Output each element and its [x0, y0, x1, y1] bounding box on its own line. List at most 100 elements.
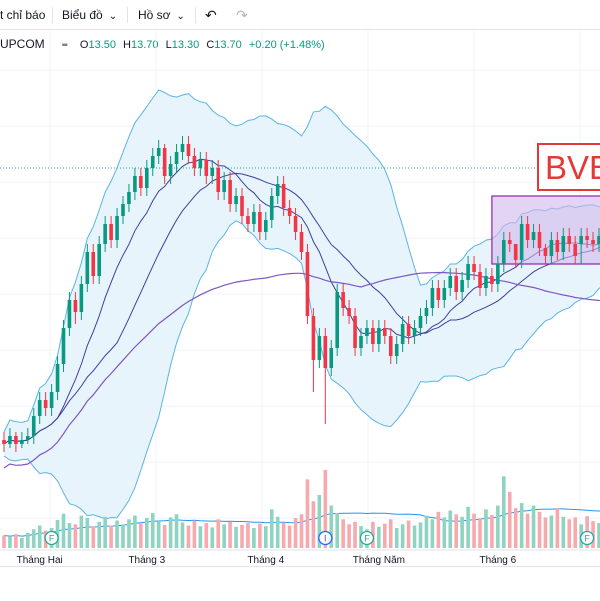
volume-bar — [436, 511, 441, 548]
candle-body — [275, 184, 280, 196]
change-value: +0.20 (+1.48%) — [248, 39, 325, 51]
candle-body — [365, 328, 369, 336]
volume-bar — [222, 524, 226, 548]
price-chart[interactable]: F I F F Tháng Hai Tháng 3 Tháng 4 Tháng Năm Thán… — [0, 30, 600, 566]
volume-bar — [79, 515, 84, 548]
candle-body — [377, 328, 381, 344]
volume-bar — [252, 528, 256, 548]
volume-bar — [287, 525, 292, 548]
candle-body — [79, 284, 84, 312]
volume-bar — [460, 516, 464, 548]
candle-body — [216, 168, 220, 192]
candle-body — [394, 344, 399, 356]
volume-bar — [317, 494, 322, 548]
candle-body — [537, 232, 542, 248]
volume-bar — [145, 518, 149, 548]
candle-body — [371, 328, 375, 344]
x-axis-label: Tháng 6 — [479, 555, 516, 566]
candle-body — [281, 184, 286, 208]
candle-body — [174, 152, 179, 164]
volume-bar — [490, 514, 494, 548]
candle-body — [418, 316, 423, 328]
redo-icon[interactable]: ↷ — [236, 7, 248, 23]
candle-body — [264, 220, 268, 232]
toolbar-divider — [127, 7, 128, 23]
volume-bar — [67, 523, 72, 548]
close-value: 13.70 — [214, 39, 242, 51]
volume-bar — [2, 535, 6, 548]
candle-body — [329, 348, 334, 368]
candle-body — [490, 276, 494, 284]
indicators-button[interactable]: t chỉ báo — [0, 0, 45, 30]
volume-bar — [555, 508, 560, 548]
volume-bar — [258, 523, 262, 548]
volume-bar — [103, 516, 107, 548]
volume-bar — [347, 524, 351, 548]
candle-body — [246, 216, 250, 224]
candle-body — [192, 156, 197, 168]
candle-body — [478, 272, 482, 288]
volume-bar — [156, 521, 161, 548]
candle-body — [145, 168, 149, 188]
candle-body — [347, 308, 351, 316]
candle-body — [388, 336, 393, 356]
candle-body — [335, 292, 339, 348]
volume-bar — [121, 524, 125, 548]
volume-bar — [448, 510, 453, 548]
candle-body — [91, 252, 96, 276]
candle-body — [519, 224, 524, 260]
volume-bar — [496, 505, 500, 548]
undo-icon[interactable]: ↶ — [205, 7, 217, 23]
volume-bar — [73, 524, 78, 548]
symbol-exchange[interactable]: UPCOM — [0, 37, 45, 51]
event-marker-letter: F — [364, 534, 370, 544]
volume-bar — [109, 525, 113, 548]
visibility-dots-icon[interactable]: ▪▪ — [61, 40, 68, 51]
candle-body — [287, 208, 292, 216]
candle-body — [496, 264, 500, 284]
candle-body — [573, 244, 577, 256]
volume-bar — [55, 519, 60, 548]
volume-bar — [377, 526, 381, 548]
event-marker-icon — [579, 530, 595, 546]
candle-body — [150, 156, 155, 168]
candle-body — [406, 324, 411, 336]
volume-bar — [442, 517, 447, 548]
candle-body — [14, 436, 18, 444]
candle-body — [448, 276, 453, 288]
candle-body — [555, 240, 560, 252]
profile-button[interactable]: Hồ sơ ⌄ — [138, 0, 185, 30]
volume-bar — [20, 538, 24, 548]
toolbar-divider — [195, 7, 196, 23]
volume-bar — [597, 523, 600, 548]
volume-bar — [293, 518, 298, 548]
x-axis-label: Tháng 3 — [128, 555, 165, 566]
candle-body — [198, 160, 203, 168]
candle-body — [359, 336, 363, 348]
volume-bar — [400, 524, 405, 548]
candle-body — [597, 236, 600, 244]
candle-body — [37, 400, 42, 416]
candle-body — [549, 240, 554, 256]
volume-bar — [549, 515, 554, 548]
volume-bar — [311, 501, 316, 548]
volume-bar — [127, 519, 131, 548]
volume-bar — [85, 518, 90, 548]
candle-body — [525, 224, 530, 240]
candle-body — [121, 204, 125, 216]
volume-bar — [240, 524, 244, 548]
volume-bar — [31, 529, 36, 548]
profile-label: Hồ sơ — [138, 8, 171, 22]
candle-body — [460, 280, 464, 292]
candle-body — [585, 236, 589, 240]
volume-bar — [246, 523, 250, 548]
chart-type-button[interactable]: Biểu đồ ⌄ — [62, 0, 117, 30]
candle-body — [210, 168, 215, 176]
candle-body — [400, 324, 405, 344]
low-value: 13.30 — [171, 39, 200, 51]
candle-body — [31, 416, 36, 436]
candle-body — [234, 196, 238, 204]
candle-body — [186, 144, 191, 156]
candle-body — [156, 148, 161, 156]
volume-bar — [305, 479, 310, 548]
